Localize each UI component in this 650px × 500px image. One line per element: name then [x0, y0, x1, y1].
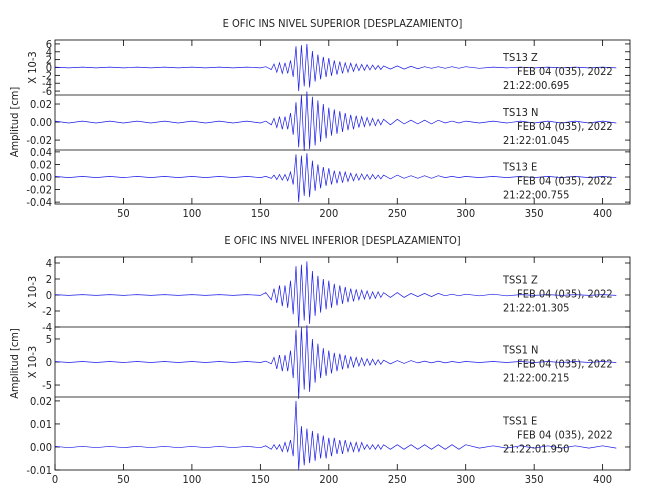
x-tick-label: 250 [388, 473, 407, 486]
time-label: 21:22:01.045 [503, 134, 569, 147]
x-tick-label: 150 [251, 207, 270, 220]
y-tick-label: -0.04 [26, 196, 52, 209]
x-tick-label: 350 [525, 207, 544, 220]
y-tick-label: -0.02 [26, 134, 52, 147]
waveform [54, 43, 617, 92]
y-tick-label: -6 [42, 85, 52, 98]
x-tick-label: 400 [593, 473, 612, 486]
y-tick-label: 6 [46, 38, 52, 51]
y-tick-label: 0 [46, 62, 52, 75]
y-tick-label: 2 [46, 54, 52, 67]
station-label: TS13 Z [502, 51, 538, 64]
date-label: FEB 04 (035), 2022 [517, 358, 613, 371]
date-label: FEB 04 (035), 2022 [517, 120, 613, 133]
y-tick-label: -0.01 [26, 464, 52, 477]
y-tick-label: 0 [46, 289, 52, 302]
y-tick-label: 0.04 [30, 146, 52, 159]
x-tick-label: 300 [456, 207, 475, 220]
x-tick-label: 200 [319, 473, 338, 486]
waveform [54, 400, 617, 471]
time-label: 21:22:00.755 [503, 189, 569, 202]
y-tick-label: 0.02 [30, 98, 52, 111]
y-tick-label: 4 [46, 257, 52, 270]
station-label: TSS1 E [502, 415, 537, 428]
x-tick-label: 350 [525, 473, 544, 486]
y-tick-label: -2 [42, 69, 52, 82]
y-tick-label: 0.00 [30, 171, 52, 184]
y-tick-label: -2 [42, 305, 52, 318]
x-tick-label: 300 [456, 473, 475, 486]
scale-label: X 10-3 [26, 346, 39, 378]
time-label: 21:22:01.950 [503, 443, 569, 456]
waveform [54, 153, 617, 203]
x-tick-label: 400 [593, 207, 612, 220]
x-tick-label: 250 [388, 207, 407, 220]
y-tick-label: 0 [46, 356, 52, 369]
x-tick-label: 100 [182, 207, 201, 220]
date-label: FEB 04 (035), 2022 [517, 429, 613, 442]
waveform [54, 325, 617, 399]
x-tick-label: 100 [182, 473, 201, 486]
date-label: FEB 04 (035), 2022 [517, 288, 613, 301]
scale-label: X 10-3 [26, 276, 39, 308]
y-axis-label: Amplitud [cm] [8, 87, 21, 158]
scale-label: X 10-3 [26, 51, 39, 83]
y-tick-label: 5 [46, 333, 52, 346]
x-tick-label: 50 [117, 207, 130, 220]
y-axis-label: Amplitud [cm] [8, 328, 21, 399]
chart-title: E OFIC INS NIVEL SUPERIOR [DESPLAZAMIENT… [223, 17, 463, 30]
y-tick-label: 0.00 [30, 116, 52, 129]
x-tick-label: 50 [117, 473, 130, 486]
station-label: TSS1 N [502, 344, 538, 357]
y-tick-label: 4 [46, 46, 52, 59]
time-label: 21:22:01.305 [503, 302, 569, 315]
x-tick-label: 0 [52, 473, 58, 486]
y-tick-label: 0.02 [30, 395, 52, 408]
chart-title: E OFIC INS NIVEL INFERIOR [DESPLAZAMIENT… [224, 234, 460, 247]
station-label: TS13 N [502, 106, 538, 119]
date-label: FEB 04 (035), 2022 [517, 65, 613, 78]
y-tick-label: -4 [42, 321, 52, 334]
x-tick-label: 150 [251, 473, 270, 486]
station-label: TSS1 Z [502, 274, 538, 287]
waveform [54, 261, 617, 328]
plot-frame [54, 256, 631, 471]
time-label: 21:22:00.695 [503, 79, 569, 92]
x-tick-label: 200 [319, 207, 338, 220]
time-label: 21:22:00.215 [503, 372, 569, 385]
y-tick-label: 0.02 [30, 158, 52, 171]
station-label: TS13 E [502, 161, 537, 174]
waveform [54, 91, 617, 151]
y-tick-label: -0.02 [26, 184, 52, 197]
y-tick-label: -5 [42, 379, 52, 392]
y-tick-label: 0.00 [30, 441, 52, 454]
y-tick-label: -4 [42, 77, 52, 90]
date-label: FEB 04 (035), 2022 [517, 175, 613, 188]
y-tick-label: 2 [46, 273, 52, 286]
y-tick-label: 0.01 [30, 418, 52, 431]
